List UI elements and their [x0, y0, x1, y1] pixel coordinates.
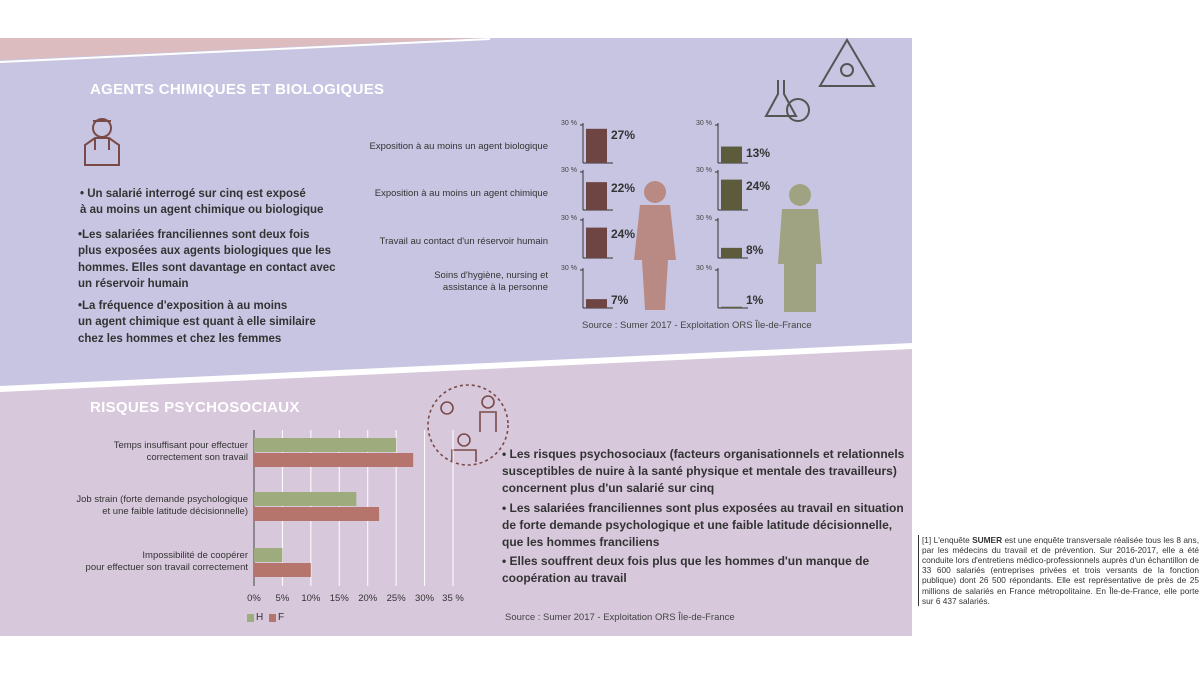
value-label: 22%	[611, 181, 636, 196]
panel-bottom	[0, 349, 912, 636]
y-tick-label: 30 %	[696, 215, 712, 222]
footnote-prefix: [1] L'enquête	[922, 535, 973, 545]
value-label: 24%	[611, 226, 636, 241]
bar	[254, 548, 283, 562]
x-tick-label: 15%	[329, 593, 349, 604]
source: Source : Sumer 2017 - Exploitation ORS Î…	[505, 612, 735, 623]
category-label: Impossibilité de coopérer pour effectuer…	[85, 550, 248, 574]
category-label: Job strain (forte demande psychologique …	[76, 494, 248, 518]
bullet: • Elles souffrent deux fois plus que les…	[502, 554, 870, 586]
section-title: AGENTS CHIMIQUES ET BIOLOGIQUES	[90, 81, 385, 98]
y-tick-label: 30 %	[696, 167, 712, 174]
footnote-bold: SUMER	[972, 535, 1003, 545]
bar	[586, 299, 607, 308]
icon-people	[427, 384, 509, 466]
section-title: RISQUES PSYCHOSOCIAUX	[90, 399, 300, 416]
x-tick-label: 5%	[275, 593, 290, 604]
icon-worker	[84, 118, 120, 166]
panel-top	[0, 38, 912, 386]
value-label: 8%	[746, 243, 764, 257]
x-tick-label: 35 %	[442, 593, 464, 604]
value-label: 7%	[611, 293, 629, 307]
value-label: 27%	[611, 127, 636, 142]
y-tick-label: 30 %	[561, 167, 577, 174]
bar	[586, 128, 607, 163]
footnote-text: est une enquête transversale réalisée to…	[922, 535, 1199, 606]
category-label: Temps insuffisant pour effectuer correct…	[113, 440, 248, 464]
x-tick-label: 25%	[386, 593, 406, 604]
legend-label: H	[256, 612, 264, 623]
bar	[254, 453, 414, 467]
bar	[721, 247, 742, 258]
x-tick-label: 0%	[247, 593, 261, 604]
bullet: • Les salariées franciliennes sont plus …	[502, 501, 904, 550]
x-tick-label: 20%	[358, 593, 378, 604]
source: Source : Sumer 2017 - Exploitation ORS Î…	[582, 320, 812, 331]
y-tick-label: 30 %	[696, 120, 712, 127]
bar	[721, 179, 742, 210]
bar	[721, 146, 742, 163]
bar	[254, 492, 357, 506]
category-label: Exposition à au moins un agent chimique	[374, 188, 548, 199]
x-tick-label: 30%	[415, 593, 435, 604]
category-label: Exposition à au moins un agent biologiqu…	[369, 141, 548, 152]
bullet: •La fréquence d'exposition à au moins un…	[78, 300, 316, 345]
value-label: 1%	[746, 293, 764, 307]
bar	[254, 507, 380, 521]
legend-swatch	[247, 614, 254, 622]
legend-swatch	[269, 614, 276, 622]
silhouette-man	[778, 184, 822, 312]
value-label: 13%	[746, 145, 771, 160]
footnote: [1] L'enquête SUMER est une enquête tran…	[918, 535, 1199, 606]
y-tick-label: 30 %	[561, 265, 577, 272]
bar	[721, 306, 742, 308]
y-tick-label: 30 %	[561, 215, 577, 222]
legend-label: F	[278, 612, 285, 623]
bullet: •Les salariées franciliennes sont deux f…	[78, 229, 336, 290]
silhouette-woman	[634, 181, 676, 310]
bar	[254, 438, 397, 452]
x-tick-label: 10%	[301, 593, 321, 604]
icon-hazard	[764, 38, 876, 122]
y-tick-label: 30 %	[561, 120, 577, 127]
y-tick-label: 30 %	[696, 265, 712, 272]
bullet: • Les risques psychosociaux (facteurs or…	[502, 447, 905, 496]
panel-band	[0, 38, 485, 60]
bullet: • Un salarié interrogé sur cinq est expo…	[80, 188, 324, 217]
category-label: Soins d'hygiène, nursing et assistance à…	[434, 270, 548, 294]
category-label: Travail au contact d'un réservoir humain	[379, 236, 548, 247]
band-edge	[0, 38, 491, 63]
value-label: 24%	[746, 178, 771, 193]
bar	[586, 227, 607, 258]
bar	[586, 182, 607, 210]
bar	[254, 563, 311, 577]
